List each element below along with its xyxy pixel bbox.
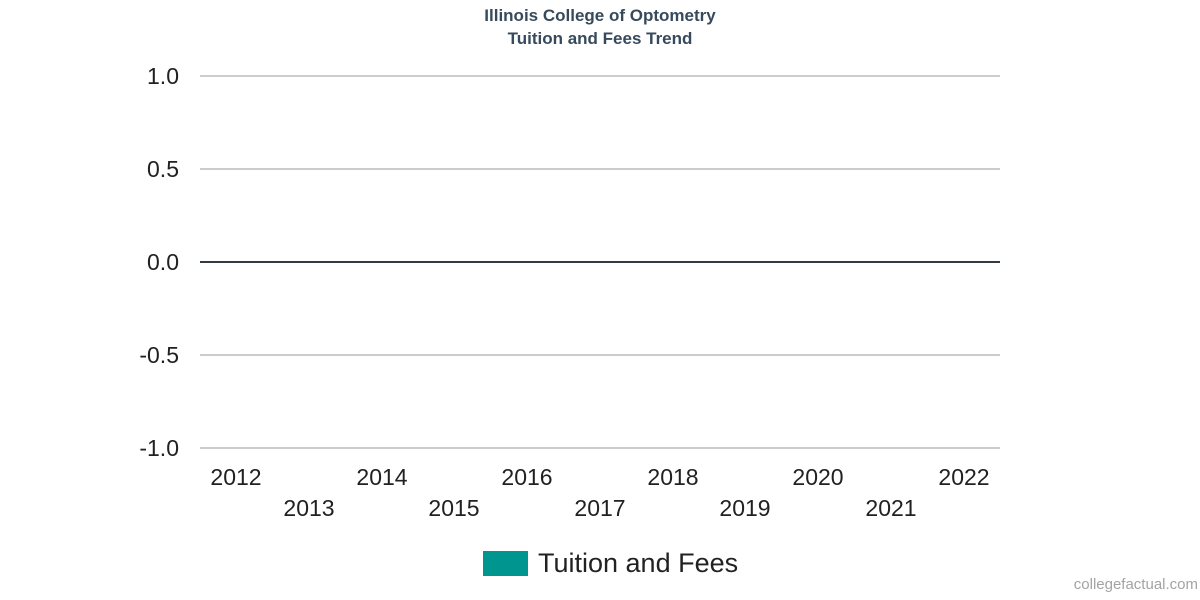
x-axis-label: 2021 [865, 495, 917, 521]
x-axis-label: 2015 [428, 495, 480, 521]
y-axis-label: 0.0 [147, 249, 179, 275]
gridline-0_5 [200, 168, 1000, 170]
x-axis-label: 2017 [574, 495, 626, 521]
legend-item-tuition-and-fees[interactable]: Tuition and Fees [483, 546, 738, 580]
zero-line [200, 261, 1000, 263]
x-axis-label: 2012 [210, 464, 262, 490]
chart-title-line2: Tuition and Fees Trend [507, 29, 693, 48]
x-axis-label: 2014 [356, 464, 408, 490]
gridline-1_0 [200, 75, 1000, 77]
x-axis-label: 2016 [501, 464, 553, 490]
gridline--0_5 [200, 354, 1000, 356]
legend-label: Tuition and Fees [538, 548, 739, 578]
y-axis-label: -1.0 [139, 435, 179, 461]
legend-swatch-icon [483, 550, 528, 576]
chart-title: Illinois College of Optometry Tuition an… [200, 4, 1000, 50]
x-axis-label: 2020 [792, 464, 844, 490]
y-axis-label: -0.5 [139, 342, 179, 368]
x-axis-label: 2019 [719, 495, 771, 521]
gridline--1_0 [200, 447, 1000, 449]
x-axis-label: 2022 [938, 464, 990, 490]
chart-title-line1: Illinois College of Optometry [484, 6, 716, 25]
watermark: collegefactual.com [1073, 576, 1198, 593]
y-axis-label: 1.0 [147, 63, 179, 89]
x-axis-label: 2013 [283, 495, 335, 521]
x-axis-label: 2018 [647, 464, 699, 490]
y-axis-label: 0.5 [147, 156, 179, 182]
